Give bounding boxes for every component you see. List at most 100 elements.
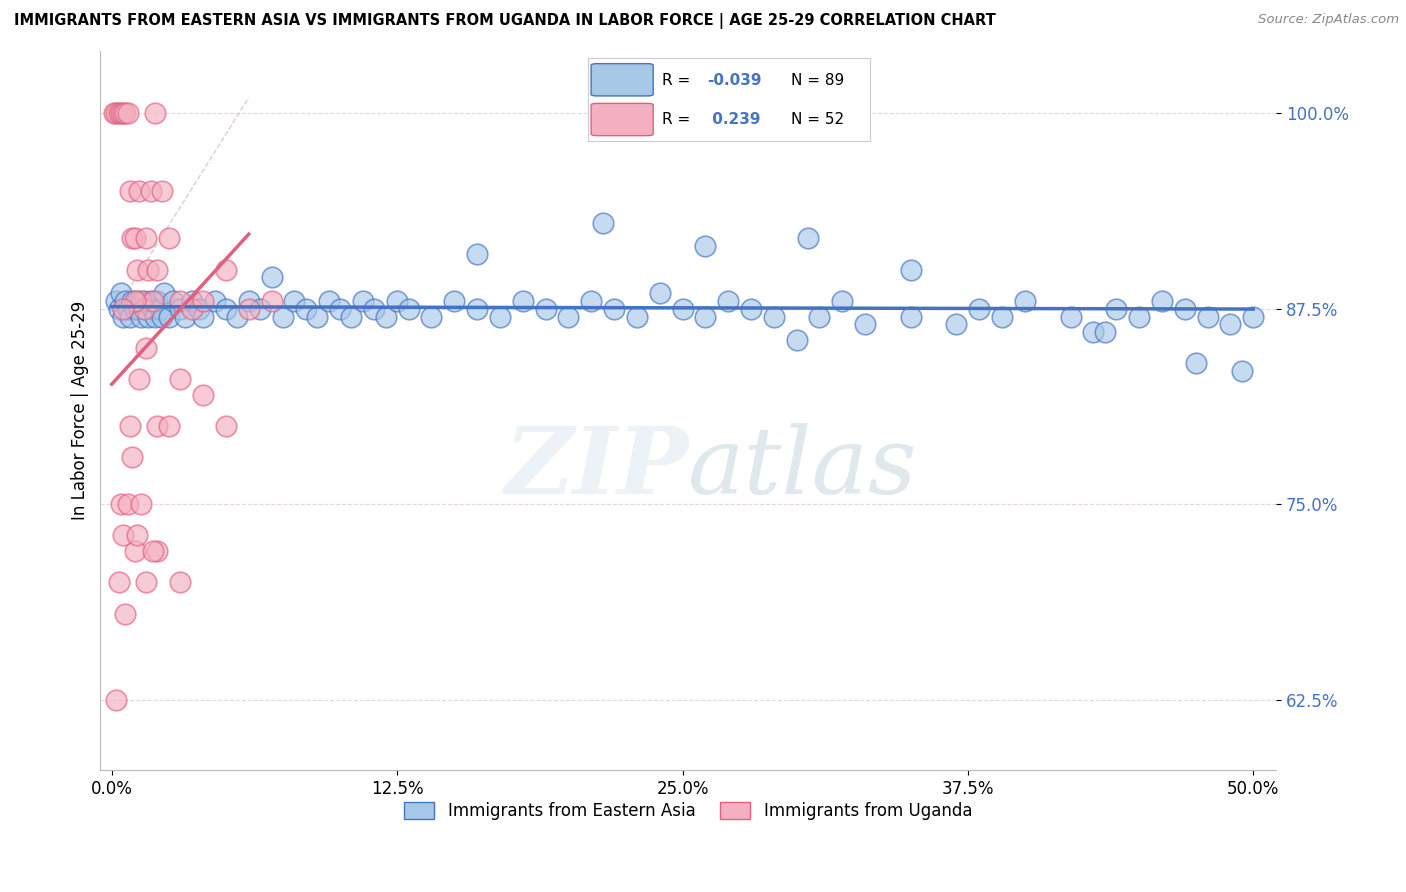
Point: [489, 310, 512, 324]
Point: [149, 301, 172, 316]
Point: [124, 231, 146, 245]
Point: [105, 293, 128, 308]
Point: [238, 293, 260, 308]
Point: [191, 293, 214, 308]
Text: Source: ZipAtlas.com: Source: ZipAtlas.com: [1258, 13, 1399, 27]
Point: [142, 293, 165, 308]
Point: [103, 106, 125, 120]
Point: [398, 301, 420, 316]
Point: [1014, 293, 1036, 308]
Point: [1219, 318, 1241, 332]
Point: [110, 106, 132, 120]
Point: [1150, 293, 1173, 308]
Point: [215, 262, 238, 277]
Point: [105, 692, 128, 706]
Point: [139, 293, 162, 308]
Point: [900, 310, 922, 324]
Point: [139, 185, 162, 199]
Point: [238, 301, 260, 316]
Point: [112, 106, 135, 120]
Point: [969, 301, 991, 316]
Point: [107, 301, 129, 316]
Point: [180, 301, 202, 316]
Legend: Immigrants from Eastern Asia, Immigrants from Uganda: Immigrants from Eastern Asia, Immigrants…: [398, 795, 979, 826]
Point: [695, 239, 717, 253]
Point: [150, 310, 173, 324]
Point: [105, 106, 128, 120]
Point: [465, 301, 488, 316]
Point: [121, 450, 143, 465]
Point: [136, 262, 159, 277]
Point: [117, 497, 139, 511]
Point: [283, 293, 305, 308]
Point: [204, 293, 226, 308]
Point: [112, 301, 135, 316]
Point: [945, 318, 967, 332]
Point: [1197, 310, 1219, 324]
Point: [991, 310, 1014, 324]
Text: atlas: atlas: [688, 423, 918, 513]
Point: [135, 231, 157, 245]
Point: [118, 185, 141, 199]
Point: [128, 301, 150, 316]
Point: [146, 544, 169, 558]
Point: [191, 387, 214, 401]
Point: [157, 310, 180, 324]
Point: [112, 310, 135, 324]
Point: [374, 310, 396, 324]
Point: [110, 286, 132, 301]
Point: [1083, 325, 1105, 339]
Point: [443, 293, 465, 308]
Point: [534, 301, 557, 316]
Point: [318, 293, 340, 308]
Point: [717, 293, 740, 308]
Point: [131, 293, 153, 308]
Point: [215, 419, 238, 434]
Point: [169, 575, 191, 590]
Point: [110, 497, 132, 511]
Point: [135, 575, 157, 590]
Point: [117, 301, 139, 316]
Point: [124, 544, 146, 558]
Point: [295, 301, 318, 316]
Point: [125, 293, 148, 308]
Point: [157, 231, 180, 245]
Point: [132, 293, 155, 308]
Point: [124, 301, 146, 316]
Point: [307, 310, 329, 324]
Point: [1230, 364, 1253, 378]
Point: [143, 310, 166, 324]
Point: [157, 419, 180, 434]
Point: [112, 528, 135, 542]
Point: [142, 301, 165, 316]
Point: [1174, 301, 1197, 316]
Point: [853, 318, 876, 332]
Y-axis label: In Labor Force | Age 25-29: In Labor Force | Age 25-29: [72, 301, 89, 520]
Point: [385, 293, 408, 308]
Text: IMMIGRANTS FROM EASTERN ASIA VS IMMIGRANTS FROM UGANDA IN LABOR FORCE | AGE 25-2: IMMIGRANTS FROM EASTERN ASIA VS IMMIGRAN…: [14, 13, 995, 29]
Point: [215, 301, 238, 316]
Point: [114, 106, 136, 120]
Point: [1241, 310, 1264, 324]
Point: [831, 293, 853, 308]
Point: [128, 372, 150, 386]
Point: [169, 372, 191, 386]
Point: [557, 310, 579, 324]
Point: [135, 301, 157, 316]
Point: [786, 333, 808, 347]
Point: [695, 310, 717, 324]
Point: [226, 310, 249, 324]
Point: [107, 575, 129, 590]
Point: [671, 301, 693, 316]
Point: [169, 301, 191, 316]
Point: [900, 262, 922, 277]
Point: [146, 419, 169, 434]
Point: [131, 310, 153, 324]
Point: [626, 310, 648, 324]
Point: [142, 544, 165, 558]
Point: [131, 497, 153, 511]
Point: [124, 293, 146, 308]
Point: [648, 286, 671, 301]
Point: [121, 231, 143, 245]
Point: [603, 301, 626, 316]
